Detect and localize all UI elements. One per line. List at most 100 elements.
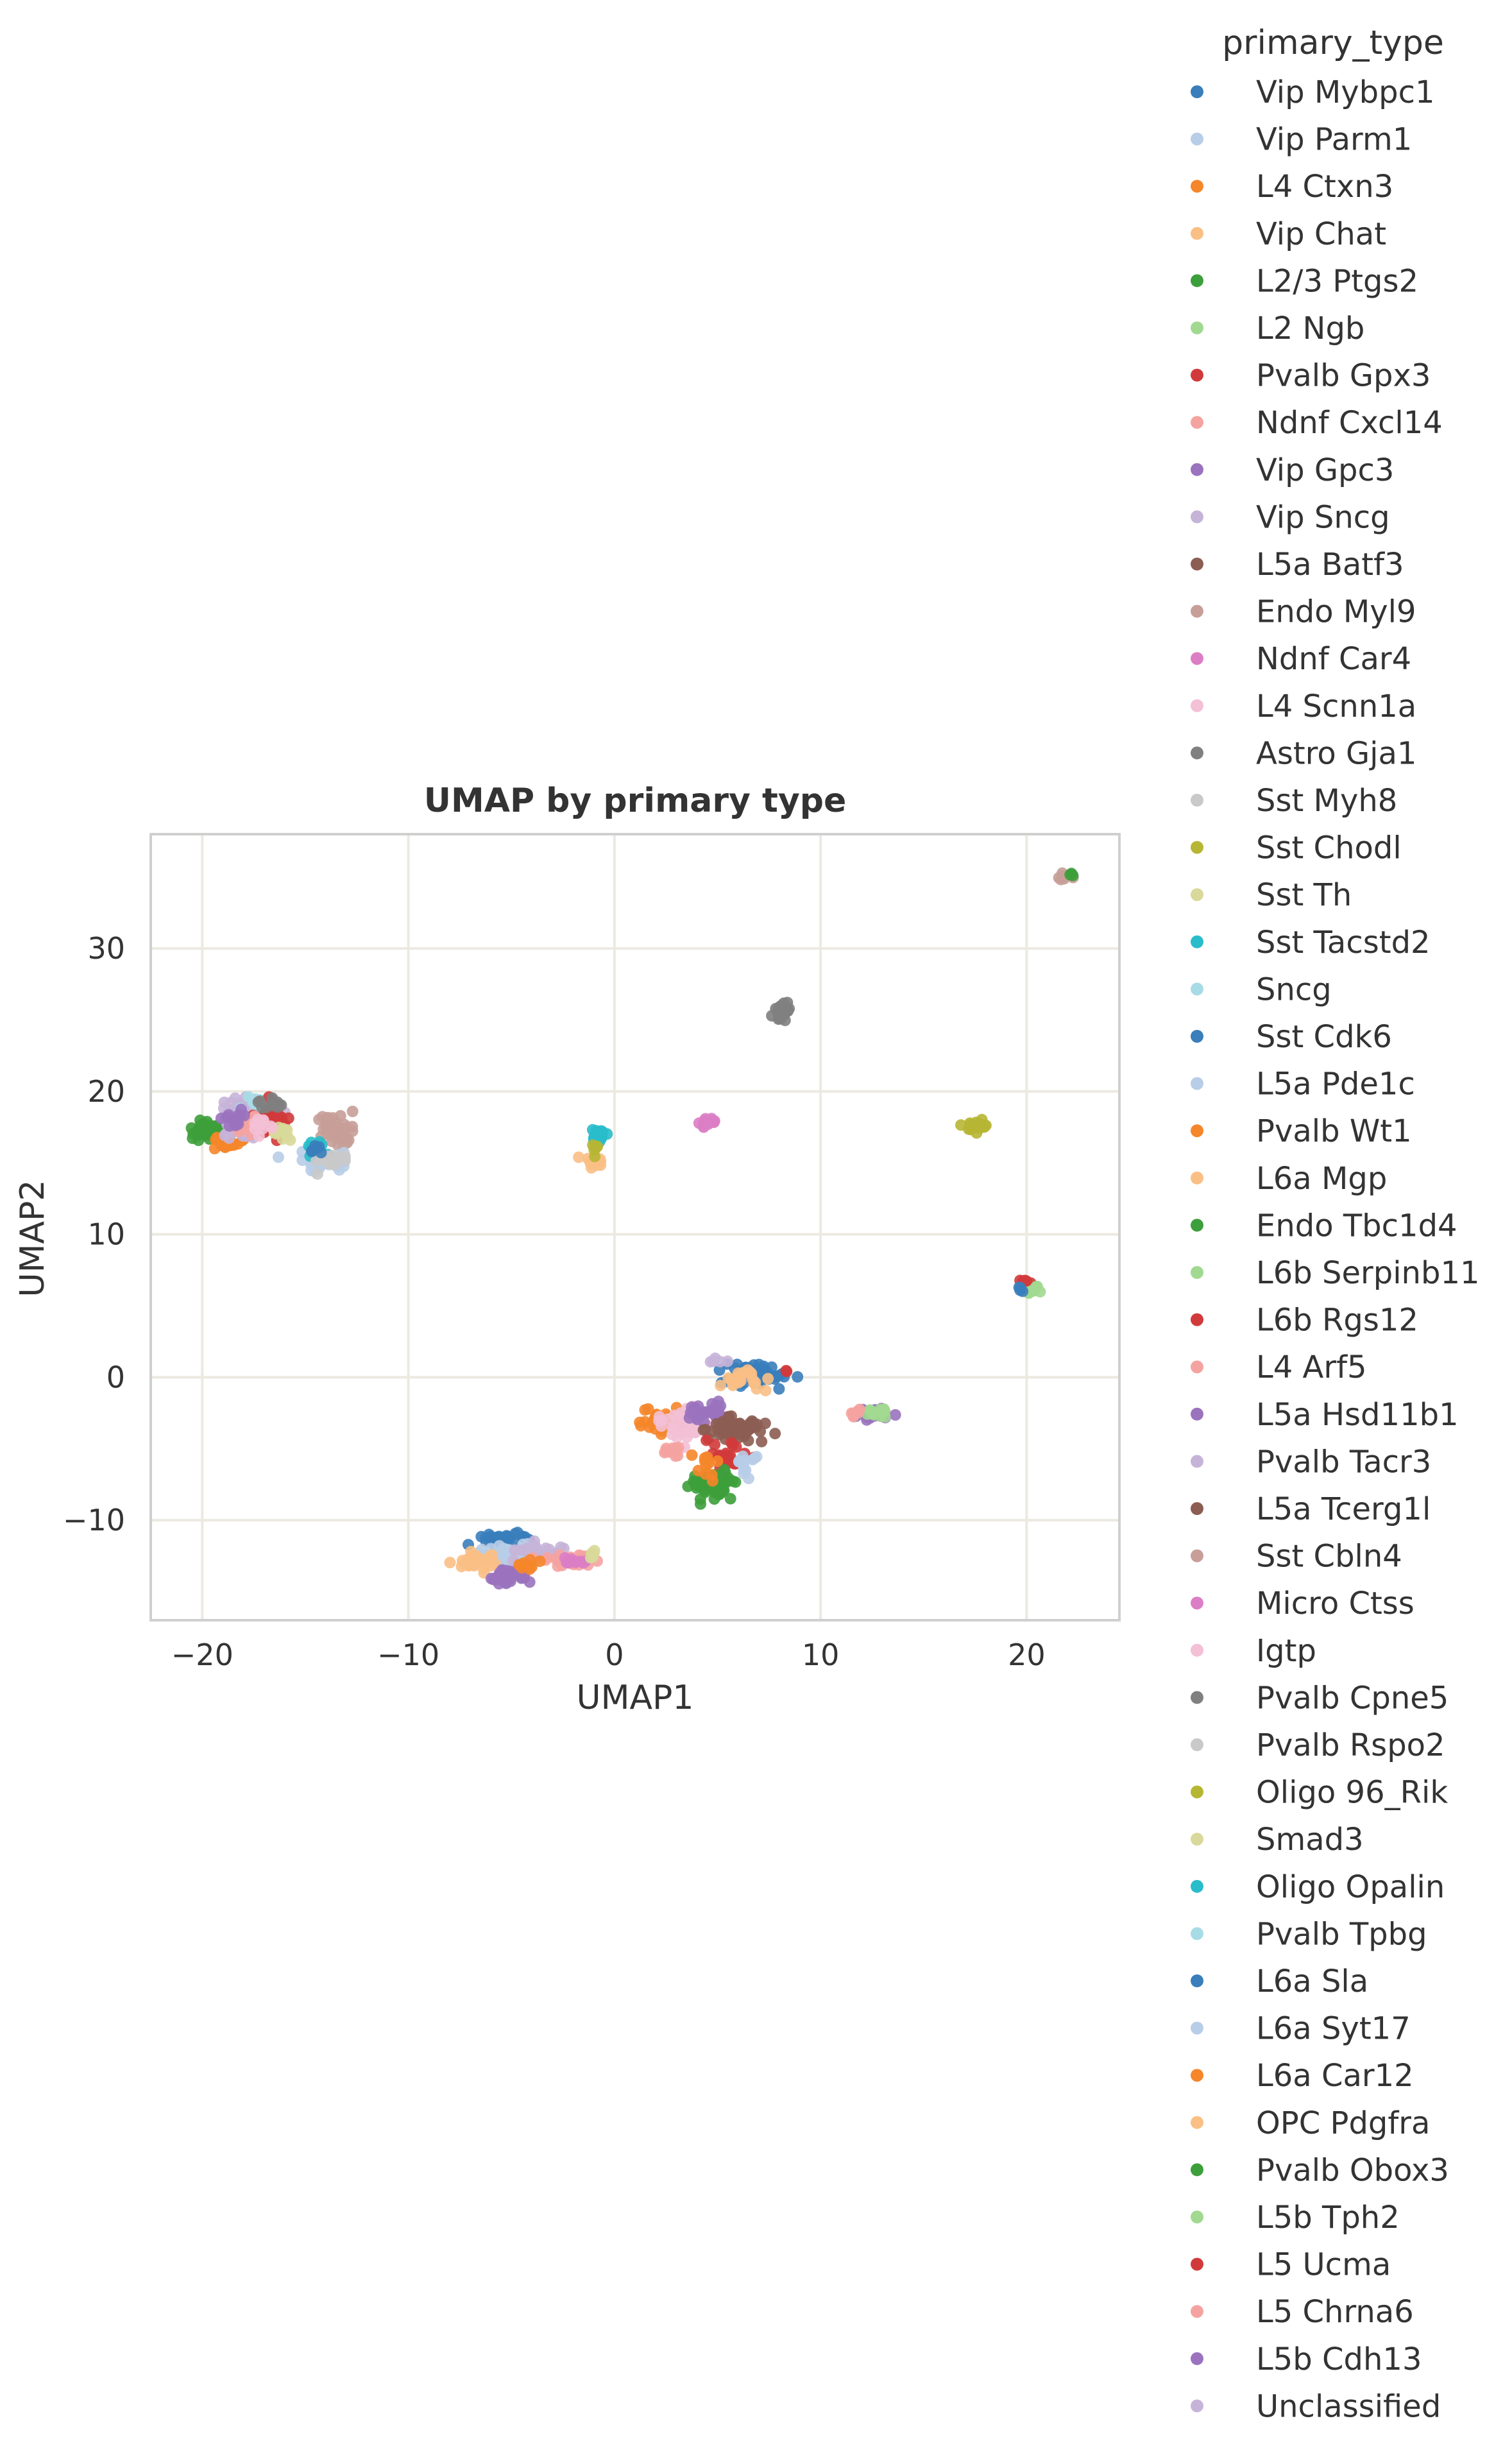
legend-label: L5b Cdh13 (1256, 2341, 1422, 2377)
data-point (718, 1464, 730, 1476)
legend-label: Vip Sncg (1256, 499, 1390, 535)
legend-marker (1191, 794, 1203, 807)
legend-marker (1191, 1879, 1203, 1893)
legend-item: Sncg (1191, 971, 1332, 1007)
data-point (327, 1112, 339, 1124)
legend-label: L6b Rgs12 (1256, 1303, 1418, 1339)
legend-marker (1191, 841, 1203, 854)
data-point (271, 1110, 283, 1122)
legend-marker (1191, 2116, 1203, 2129)
data-point (715, 1399, 727, 1412)
legend-item: Vip Gpc3 (1191, 452, 1394, 488)
legend-label: Ndnf Cxcl14 (1256, 405, 1443, 441)
legend-label: L6b Serpinb11 (1256, 1255, 1480, 1291)
legend-label: Oligo 96_Rik (1256, 1775, 1448, 1811)
legend-marker (1191, 699, 1203, 712)
data-point (660, 1446, 672, 1458)
data-point (634, 1416, 646, 1428)
legend-item: Pvalb Tpbg (1191, 1916, 1427, 1952)
data-point (736, 1450, 749, 1462)
legend-item: L5 Ucma (1191, 2247, 1391, 2283)
data-point (346, 1106, 359, 1118)
data-point (769, 1428, 781, 1440)
legend-marker (1191, 1219, 1203, 1232)
legend-marker (1191, 1360, 1203, 1374)
scatter-points (185, 867, 1079, 1590)
legend-marker (1191, 416, 1203, 429)
legend-marker (1191, 510, 1203, 524)
data-point (492, 1570, 504, 1582)
data-point (229, 1092, 241, 1104)
legend-label: Sst Th (1256, 877, 1352, 913)
legend-marker (1191, 2257, 1203, 2271)
legend-marker (1191, 1407, 1203, 1421)
legend-label: Pvalb Cpne5 (1256, 1680, 1448, 1716)
legend-marker (1191, 1643, 1203, 1657)
data-point (715, 1380, 727, 1392)
legend-marker (1191, 132, 1203, 146)
data-point (667, 1424, 679, 1435)
data-point (744, 1368, 756, 1380)
legend-marker (1191, 652, 1203, 665)
legend-item: Endo Tbc1d4 (1191, 1208, 1457, 1244)
legend-label: L4 Ctxn3 (1256, 169, 1393, 205)
legend-marker (1191, 1077, 1203, 1090)
data-point (483, 1528, 495, 1541)
data-point (738, 1468, 750, 1480)
legend-label: L5a Pde1c (1256, 1066, 1415, 1102)
legend-label: Smad3 (1256, 1822, 1364, 1858)
legend-label: Pvalb Gpx3 (1256, 358, 1431, 394)
legend-label: Sst Chodl (1256, 830, 1402, 866)
chart-title: UMAP by primary type (424, 782, 847, 820)
legend-marker (1191, 1927, 1203, 1940)
legend-title: primary_type (1222, 24, 1444, 62)
data-point (266, 1092, 278, 1104)
legend-item: Sst Th (1191, 877, 1352, 913)
legend-marker (1191, 227, 1203, 240)
legend-item: L6a Sla (1191, 1964, 1368, 1999)
data-point (639, 1404, 651, 1416)
legend-item: L4 Arf5 (1191, 1349, 1367, 1385)
legend-marker (1191, 321, 1203, 334)
legend-item: L4 Ctxn3 (1191, 169, 1393, 205)
legend-label: Vip Chat (1256, 216, 1386, 252)
legend-item: L6b Serpinb11 (1191, 1255, 1480, 1291)
data-point (727, 1475, 738, 1487)
legend-marker (1191, 2305, 1203, 2318)
legend-item: L5a Pde1c (1191, 1066, 1415, 1102)
legend-label: Pvalb Wt1 (1256, 1113, 1412, 1149)
legend-marker (1191, 1596, 1203, 1610)
legend-item: L4 Scnn1a (1191, 689, 1416, 724)
legend-items: Vip Mybpc1 Vip Parm1 L4 Ctxn3 Vip Chat L2/3 … (1191, 74, 1480, 2424)
data-point (726, 1437, 738, 1449)
legend-marker (1191, 982, 1203, 996)
legend-marker (1191, 1266, 1203, 1279)
data-point (781, 1365, 793, 1378)
legend-item: Pvalb Obox3 (1191, 2152, 1449, 2188)
legend-label: L2 Ngb (1256, 311, 1364, 347)
legend-label: L6a Syt17 (1256, 2011, 1411, 2047)
legend-marker (1191, 1455, 1203, 1468)
legend-item: L2/3 Ptgs2 (1191, 263, 1418, 299)
data-point (706, 1469, 718, 1481)
data-point (466, 1550, 478, 1562)
data-point (573, 1151, 585, 1163)
legend-item: L6a Syt17 (1191, 2011, 1411, 2047)
legend-label: Unclassified (1256, 2388, 1441, 2424)
legend-label: L4 Arf5 (1256, 1349, 1367, 1385)
y-tick-label: 0 (106, 1360, 125, 1394)
legend-item: Ndnf Car4 (1191, 641, 1411, 677)
legend-label: L5b Tph2 (1256, 2200, 1400, 2236)
y-axis-ticks: −10 0 10 20 30 (63, 931, 125, 1537)
legend-item: L2 Ngb (1191, 311, 1364, 347)
data-point (339, 1154, 352, 1167)
data-point (706, 1405, 718, 1416)
legend-marker (1191, 463, 1203, 476)
legend-label: L2/3 Ptgs2 (1256, 263, 1418, 299)
legend-label: Micro Ctss (1256, 1586, 1414, 1622)
data-point (275, 1099, 287, 1111)
data-point (754, 1425, 767, 1437)
data-point (773, 1383, 785, 1395)
legend-item: Igtp (1191, 1633, 1316, 1669)
legend-label: Sst Tacstd2 (1256, 925, 1431, 961)
